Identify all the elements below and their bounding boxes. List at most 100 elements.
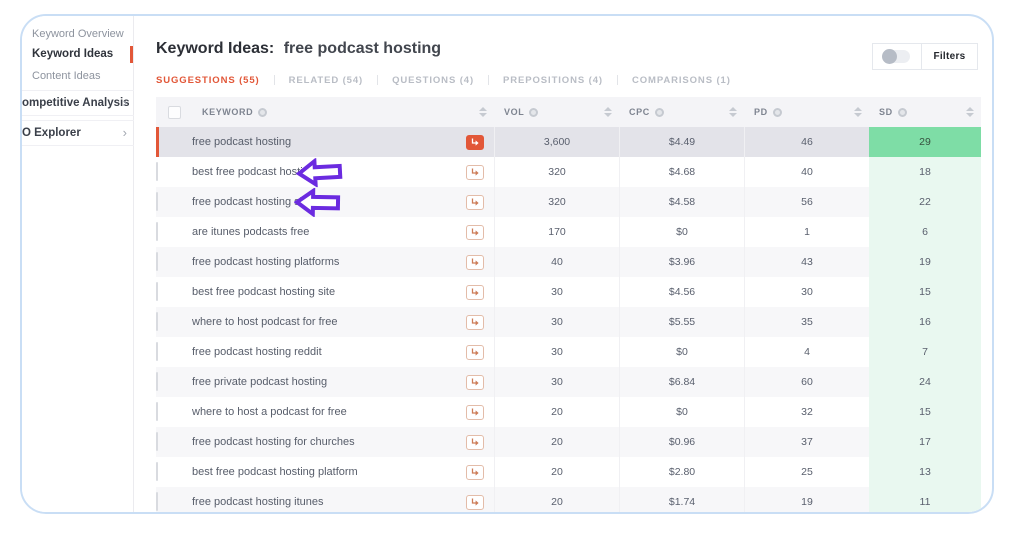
filters-button[interactable]: Filters (922, 43, 978, 70)
keyword-text[interactable]: best free podcast hosting platform (192, 466, 358, 478)
keyword-text[interactable]: free podcast hosting reddit (192, 346, 322, 358)
expand-keyword-arrow-icon[interactable] (466, 284, 484, 300)
cpc-cell: $5.55 (619, 307, 744, 337)
sd-cell: 11 (869, 487, 981, 512)
keyword-text[interactable]: free podcast hosting for churches (192, 436, 355, 448)
header-cell-vol[interactable]: VOL (494, 97, 619, 127)
row-checkbox-cell (156, 312, 192, 331)
cpc-cell: $0 (619, 397, 744, 427)
pd-cell: 37 (744, 427, 869, 457)
row-checkbox[interactable] (156, 432, 158, 451)
row-checkbox[interactable] (156, 162, 158, 181)
row-checkbox[interactable] (156, 372, 158, 391)
expand-keyword-arrow-icon[interactable] (466, 134, 484, 150)
expand-keyword-arrow-icon[interactable] (466, 404, 484, 420)
header-cell-keyword[interactable]: KEYWORD (192, 97, 494, 127)
row-checkbox-cell (156, 252, 192, 271)
expand-keyword-arrow-icon[interactable] (466, 434, 484, 450)
row-checkbox[interactable] (156, 462, 158, 481)
sort-icon[interactable] (479, 107, 487, 117)
sd-cell: 17 (869, 427, 981, 457)
cpc-cell: $0.96 (619, 427, 744, 457)
keyword-cell: free podcast hosting sites (192, 187, 494, 217)
row-checkbox[interactable] (156, 402, 158, 421)
select-all-checkbox[interactable] (167, 105, 181, 119)
header-cell-cpc[interactable]: CPC (619, 97, 744, 127)
tab-3[interactable]: PREPOSITIONS (4) (503, 74, 603, 86)
sidebar-item-competitive-analysis[interactable]: ompetitive Analysis › (22, 90, 134, 116)
keyword-cell: where to host podcast for free (192, 307, 494, 337)
vol-cell: 20 (494, 487, 619, 512)
table-row: best free podcast hosting site 30 $4.56 30 1… (156, 277, 981, 307)
cpc-cell: $4.49 (619, 127, 744, 157)
sidebar-item-keyword-overview[interactable]: Keyword Overview (32, 28, 124, 40)
cpc-cell: $0 (619, 217, 744, 247)
table-row: best free podcast hosting 320 $4.68 40 18 (156, 157, 981, 187)
vol-cell: 40 (494, 247, 619, 277)
sort-icon[interactable] (604, 107, 612, 117)
keyword-text[interactable]: best free podcast hosting site (192, 286, 336, 298)
page-title-query: free podcast hosting (283, 40, 442, 57)
tab-2[interactable]: QUESTIONS (4) (392, 74, 475, 86)
vol-cell: 30 (494, 307, 619, 337)
expand-keyword-arrow-icon[interactable] (466, 194, 484, 210)
keyword-text[interactable]: free private podcast hosting (192, 376, 328, 388)
row-checkbox[interactable] (156, 492, 158, 511)
header-cell-pd[interactable]: PD (744, 97, 869, 127)
keyword-text[interactable]: free podcast hosting platforms (192, 256, 340, 268)
keyword-text[interactable]: best free podcast hosting (192, 166, 315, 178)
keyword-text[interactable]: where to host a podcast for free (192, 406, 347, 418)
header-cell-sd[interactable]: SD (869, 97, 981, 127)
keyword-text[interactable]: free podcast hosting sites (192, 196, 317, 208)
sidebar-item-seo-explorer[interactable]: O Explorer › (22, 120, 134, 146)
tab-separator (488, 75, 490, 85)
row-checkbox[interactable] (156, 252, 158, 271)
sd-cell: 15 (869, 277, 981, 307)
info-icon[interactable] (897, 107, 907, 117)
sort-icon[interactable] (966, 107, 974, 117)
row-checkbox[interactable] (156, 342, 158, 361)
expand-keyword-arrow-icon[interactable] (466, 254, 484, 270)
keyword-text[interactable]: free podcast hosting itunes (192, 496, 324, 508)
row-checkbox[interactable] (156, 192, 158, 211)
expand-keyword-arrow-icon[interactable] (466, 164, 484, 180)
sidebar-item-content-ideas[interactable]: Content Ideas (32, 70, 101, 82)
sd-cell: 7 (869, 337, 981, 367)
keyword-text[interactable]: are itunes podcasts free (192, 226, 310, 238)
row-checkbox[interactable] (156, 132, 158, 151)
filters-control: Filters (872, 43, 978, 70)
sort-icon[interactable] (854, 107, 862, 117)
keyword-cell: where to host a podcast for free (192, 397, 494, 427)
tab-0[interactable]: SUGGESTIONS (55) (156, 74, 260, 86)
sort-icon[interactable] (729, 107, 737, 117)
expand-keyword-arrow-icon[interactable] (466, 314, 484, 330)
sidebar-item-keyword-ideas[interactable]: Keyword Ideas (32, 48, 114, 60)
filters-toggle[interactable] (872, 43, 922, 70)
keyword-cell: best free podcast hosting platform (192, 457, 494, 487)
row-checkbox[interactable] (156, 312, 158, 331)
expand-keyword-arrow-icon[interactable] (466, 344, 484, 360)
column-label: CPC (629, 107, 650, 117)
expand-keyword-arrow-icon[interactable] (466, 374, 484, 390)
sd-cell: 29 (869, 127, 981, 157)
info-icon[interactable] (529, 107, 539, 117)
expand-keyword-arrow-icon[interactable] (466, 494, 484, 510)
cpc-cell: $4.58 (619, 187, 744, 217)
expand-keyword-arrow-icon[interactable] (466, 464, 484, 480)
pd-cell: 43 (744, 247, 869, 277)
keyword-text[interactable]: where to host podcast for free (192, 316, 338, 328)
table-row: free podcast hosting sites 320 $4.58 56 22 (156, 187, 981, 217)
row-checkbox-cell (156, 192, 192, 211)
page-title: Keyword Ideas: free podcast hosting (156, 40, 441, 58)
table-row: free podcast hosting itunes 20 $1.74 19 11 (156, 487, 981, 512)
info-icon[interactable] (772, 107, 782, 117)
tab-4[interactable]: COMPARISONS (1) (631, 74, 731, 86)
info-icon[interactable] (654, 107, 664, 117)
keyword-cell: best free podcast hosting site (192, 277, 494, 307)
row-checkbox[interactable] (156, 282, 158, 301)
expand-keyword-arrow-icon[interactable] (466, 224, 484, 240)
keyword-text[interactable]: free podcast hosting (192, 136, 292, 148)
info-icon[interactable] (258, 107, 268, 117)
row-checkbox[interactable] (156, 222, 158, 241)
tab-1[interactable]: RELATED (54) (288, 74, 364, 86)
